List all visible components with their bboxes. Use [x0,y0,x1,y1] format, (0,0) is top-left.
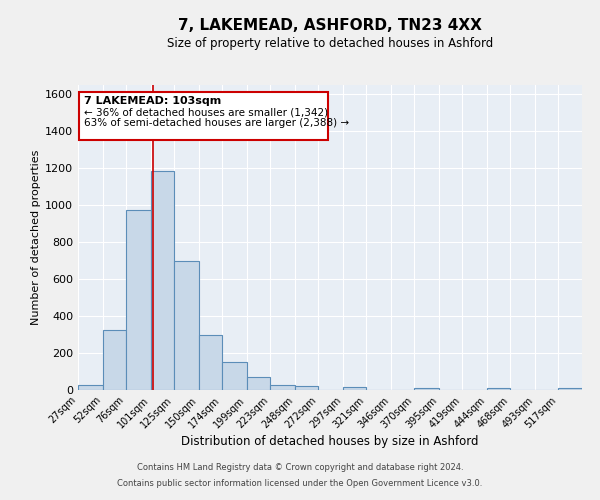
Text: Contains HM Land Registry data © Crown copyright and database right 2024.: Contains HM Land Registry data © Crown c… [137,464,463,472]
Bar [126,210,151,390]
Bar [199,334,222,390]
Bar [247,377,270,390]
Bar [343,387,366,390]
Bar [151,171,174,390]
Bar [270,386,295,390]
Text: 7 LAKEMEAD: 103sqm: 7 LAKEMEAD: 103sqm [84,96,221,106]
Text: Contains public sector information licensed under the Open Government Licence v3: Contains public sector information licen… [118,478,482,488]
Bar [415,388,439,390]
Bar [222,362,247,390]
Text: 63% of semi-detached houses are larger (2,388) →: 63% of semi-detached houses are larger (… [84,118,349,128]
Text: Size of property relative to detached houses in Ashford: Size of property relative to detached ho… [167,38,493,51]
Bar [559,388,582,390]
Y-axis label: Number of detached properties: Number of detached properties [31,150,41,325]
Bar [79,92,328,140]
Text: 7, LAKEMEAD, ASHFORD, TN23 4XX: 7, LAKEMEAD, ASHFORD, TN23 4XX [178,18,482,32]
Bar [78,386,103,390]
Text: ← 36% of detached houses are smaller (1,342): ← 36% of detached houses are smaller (1,… [84,107,328,117]
X-axis label: Distribution of detached houses by size in Ashford: Distribution of detached houses by size … [181,436,479,448]
Bar [295,386,318,390]
Bar [487,388,511,390]
Bar [174,260,199,390]
Bar [103,330,126,390]
